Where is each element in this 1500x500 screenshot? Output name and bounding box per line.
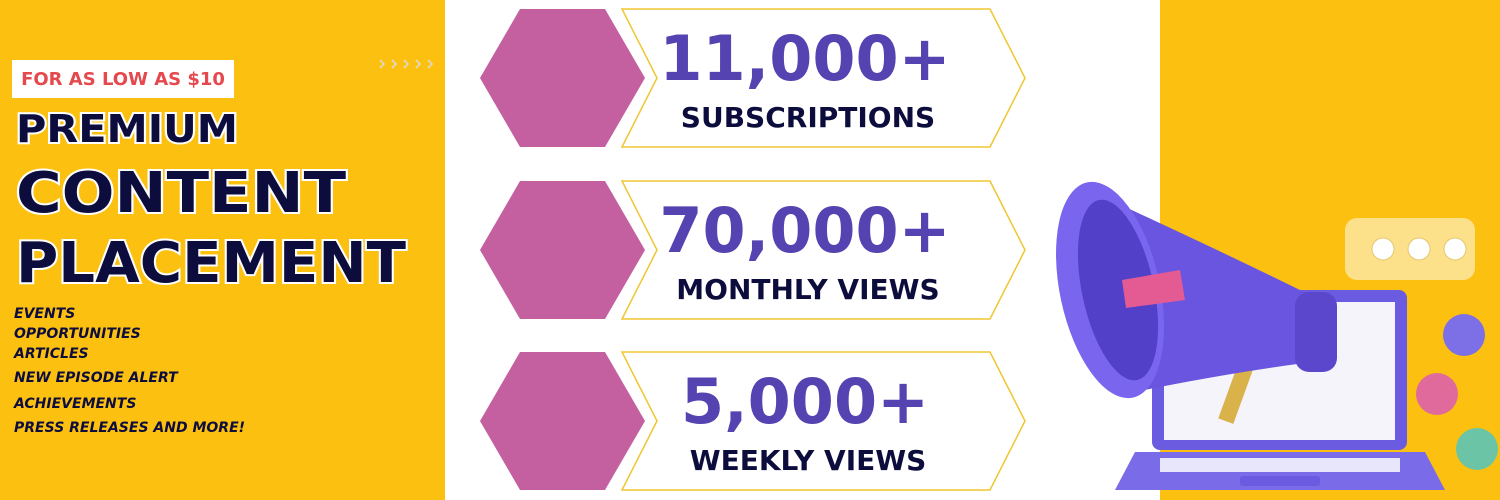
stat-box xyxy=(620,8,1026,148)
stat-row: 11,000+ SUBSCRIPTIONS xyxy=(480,8,1026,148)
feature-item: OPPORTUNITIES xyxy=(14,326,141,342)
headline: PLACEMENT xyxy=(16,231,406,296)
feature-item: PRESS RELEASES AND MORE! xyxy=(14,420,245,436)
feature-item: ACHIEVEMENTS xyxy=(13,396,136,412)
dot xyxy=(1443,237,1467,261)
megaphone-end xyxy=(1295,292,1337,372)
feature-item: EVENTS xyxy=(14,306,75,322)
like-icon xyxy=(1456,428,1498,470)
megaphone-inner xyxy=(1122,270,1185,308)
hexagon xyxy=(480,181,645,319)
like-icon xyxy=(1443,314,1485,356)
stat-box xyxy=(620,351,1026,491)
stats: 11,000+ SUBSCRIPTIONS 70,000+ MONTHLY VIEWS… xyxy=(480,8,1026,491)
feature-list: EVENTS OPPORTUNITIES ARTICLES NEW EPISODE A… xyxy=(13,306,245,436)
megaphone-mouth xyxy=(1077,199,1159,381)
stat-value: 11,000+ xyxy=(659,22,950,95)
keyboard xyxy=(1160,458,1400,472)
stat-label: SUBSCRIPTIONS xyxy=(681,101,935,134)
badge: FOR AS LOW AS $10 xyxy=(21,69,225,90)
headline: PREMIUM xyxy=(16,107,238,151)
feature-item: ARTICLES xyxy=(13,346,89,362)
trackpad xyxy=(1240,476,1320,486)
stat-value: 5,000+ xyxy=(681,365,929,438)
illustration xyxy=(1056,181,1498,490)
arrows-decor xyxy=(379,59,434,69)
megaphone-body xyxy=(1110,200,1330,395)
stat-label: WEEKLY VIEWS xyxy=(690,444,927,477)
dot xyxy=(1407,237,1431,261)
badge-box xyxy=(12,60,234,98)
stat-row: 70,000+ MONTHLY VIEWS xyxy=(480,180,1026,320)
like-icon xyxy=(1416,373,1458,415)
stat-label: MONTHLY VIEWS xyxy=(676,273,939,306)
feature-item: NEW EPISODE ALERT xyxy=(14,370,179,386)
stat-value: 70,000+ xyxy=(659,194,950,267)
headline: CONTENT xyxy=(16,161,346,226)
dot xyxy=(1371,237,1395,261)
hexagon xyxy=(480,9,645,147)
stat-box xyxy=(620,180,1026,320)
stat-row: 5,000+ WEEKLY VIEWS xyxy=(480,351,1026,491)
hexagon xyxy=(480,352,645,490)
